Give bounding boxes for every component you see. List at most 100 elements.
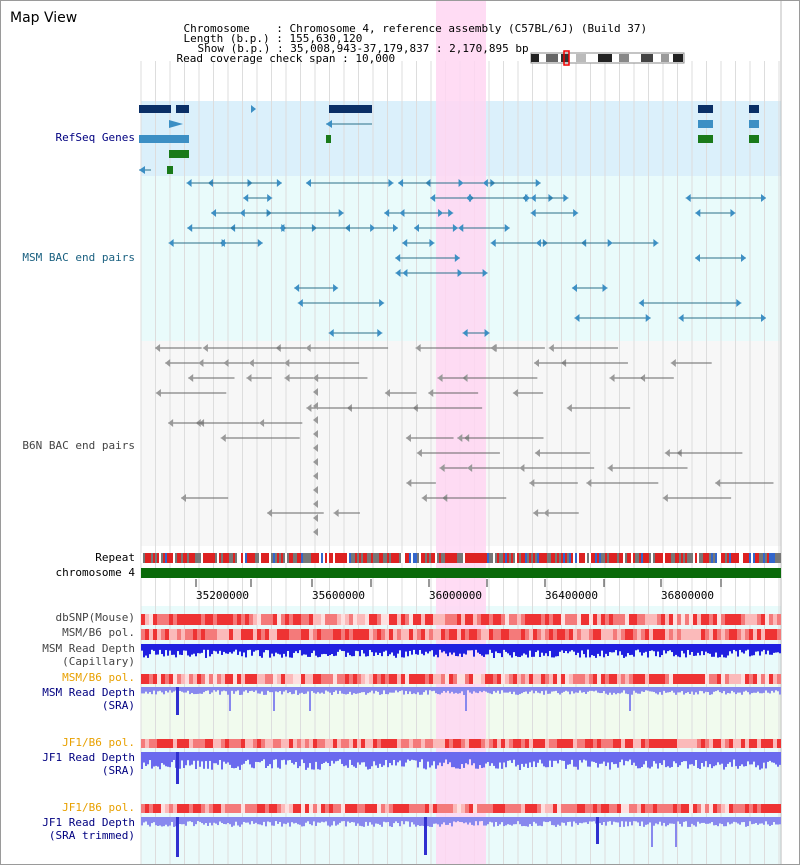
read-depth-bar (289, 687, 291, 693)
read-depth-bar (651, 817, 653, 847)
read-depth-bar (345, 644, 347, 657)
read-depth-bar (451, 752, 453, 768)
read-depth-bar (499, 752, 501, 763)
polymorphism-cell (369, 674, 373, 684)
polymorphism-cell (169, 629, 173, 640)
msm-b6-polymorphism-sra-label[interactable]: MSM/B6 pol. (62, 671, 135, 684)
polymorphism-cell (277, 739, 281, 748)
polymorphism-cell (473, 629, 477, 640)
read-depth-bar (579, 817, 581, 823)
jf1-b6-polymorphism-trimmed-label[interactable]: JF1/B6 pol. (62, 801, 135, 814)
dbsnp-mouse-label[interactable]: dbSNP(Mouse) (55, 611, 135, 624)
read-depth-bar (251, 817, 253, 822)
read-depth-bar (531, 817, 533, 827)
read-depth-bar (233, 817, 235, 826)
read-depth-bar (145, 817, 147, 822)
read-depth-bar (219, 752, 221, 761)
jf1-read-depth-trimmed-label[interactable]: JF1 Read Depth (42, 816, 135, 829)
read-depth-bar (259, 644, 261, 657)
msm-read-depth-sra-label[interactable]: MSM Read Depth (42, 686, 135, 699)
b6n-bac-end-pairs-label[interactable]: B6N BAC end pairs (22, 439, 135, 452)
jf1-b6-polymorphism-label[interactable]: JF1/B6 pol. (62, 736, 135, 749)
repeat-element (443, 553, 445, 563)
polymorphism-cell (249, 629, 253, 640)
repeat-element (527, 553, 529, 563)
read-depth-bar (303, 687, 305, 695)
read-depth-bar (529, 687, 531, 692)
polymorphism-cell (769, 629, 773, 640)
repeat-element (715, 553, 717, 563)
read-depth-bar (577, 817, 579, 825)
polymorphism-cell (181, 804, 185, 813)
read-depth-bar (363, 817, 365, 827)
repeat-track-label: Repeat (95, 551, 135, 564)
read-depth-bar (389, 644, 391, 655)
repeat-element (761, 553, 763, 563)
read-depth-bar (619, 644, 621, 652)
read-depth-bar (613, 687, 615, 693)
read-depth-bar (261, 817, 263, 826)
read-depth-bar (745, 644, 747, 651)
refseq-genes-label[interactable]: RefSeq Genes (55, 131, 135, 144)
polymorphism-cell (245, 739, 249, 748)
polymorphism-cell (273, 674, 277, 684)
repeat-element (221, 553, 223, 563)
polymorphism-cell (477, 804, 481, 813)
polymorphism-cell (253, 739, 257, 748)
polymorphism-cell (661, 674, 665, 684)
repeat-element (193, 553, 195, 563)
repeat-element (701, 553, 703, 563)
polymorphism-cell (453, 804, 457, 813)
polymorphism-cell (593, 614, 597, 625)
refseq-gene-exon (167, 166, 173, 174)
repeat-element (455, 553, 457, 563)
read-depth-bar (231, 687, 233, 691)
polymorphism-cell (645, 629, 649, 640)
read-depth-bar (381, 644, 383, 657)
read-depth-bar (171, 752, 173, 763)
msm-b6-polymorphism-label[interactable]: MSM/B6 pol. (62, 626, 135, 639)
read-depth-bar (359, 687, 361, 693)
polymorphism-cell (169, 614, 173, 625)
read-depth-bar (493, 752, 495, 766)
repeat-element (633, 553, 635, 563)
polymorphism-cell (241, 614, 245, 625)
polymorphism-cell (249, 614, 253, 625)
read-depth-bar (631, 644, 633, 655)
polymorphism-cell (445, 629, 449, 640)
repeat-element (283, 553, 285, 563)
polymorphism-cell (345, 674, 349, 684)
read-depth-bar (447, 644, 449, 657)
read-depth-bar (511, 817, 513, 826)
b6n-bac-end (313, 500, 318, 508)
read-depth-bar (671, 687, 673, 691)
msm-bac-end-pairs-label[interactable]: MSM BAC end pairs (22, 251, 135, 264)
read-depth-bar (551, 687, 553, 692)
read-depth-bar (443, 644, 445, 652)
polymorphism-cell (529, 629, 533, 640)
repeat-element (405, 553, 407, 563)
b6n-bac-end (529, 479, 535, 487)
read-depth-bar (701, 817, 703, 823)
read-depth-bar (577, 687, 579, 693)
read-depth-bar (615, 644, 617, 651)
polymorphism-cell (725, 674, 729, 684)
polymorphism-cell (465, 614, 469, 625)
polymorphism-cell (709, 674, 713, 684)
repeat-element (743, 553, 745, 563)
repeat-element (729, 553, 731, 563)
repeat-element (377, 553, 379, 563)
repeat-element (277, 553, 279, 563)
polymorphism-cell (213, 629, 217, 640)
polymorphism-cell (605, 674, 609, 684)
chromosome-value: Chromosome 4, reference assembly (C57BL/… (289, 22, 648, 35)
read-depth-bar (663, 817, 665, 823)
read-depth-bar (303, 752, 305, 764)
msm-bac-end (399, 209, 405, 217)
jf1-read-depth-sra-label[interactable]: JF1 Read Depth (42, 751, 135, 764)
read-depth-bar (247, 687, 249, 693)
read-depth-bar (709, 817, 711, 824)
read-depth-bar (541, 817, 543, 827)
msm-read-depth-capillary-label[interactable]: MSM Read Depth (42, 642, 135, 655)
